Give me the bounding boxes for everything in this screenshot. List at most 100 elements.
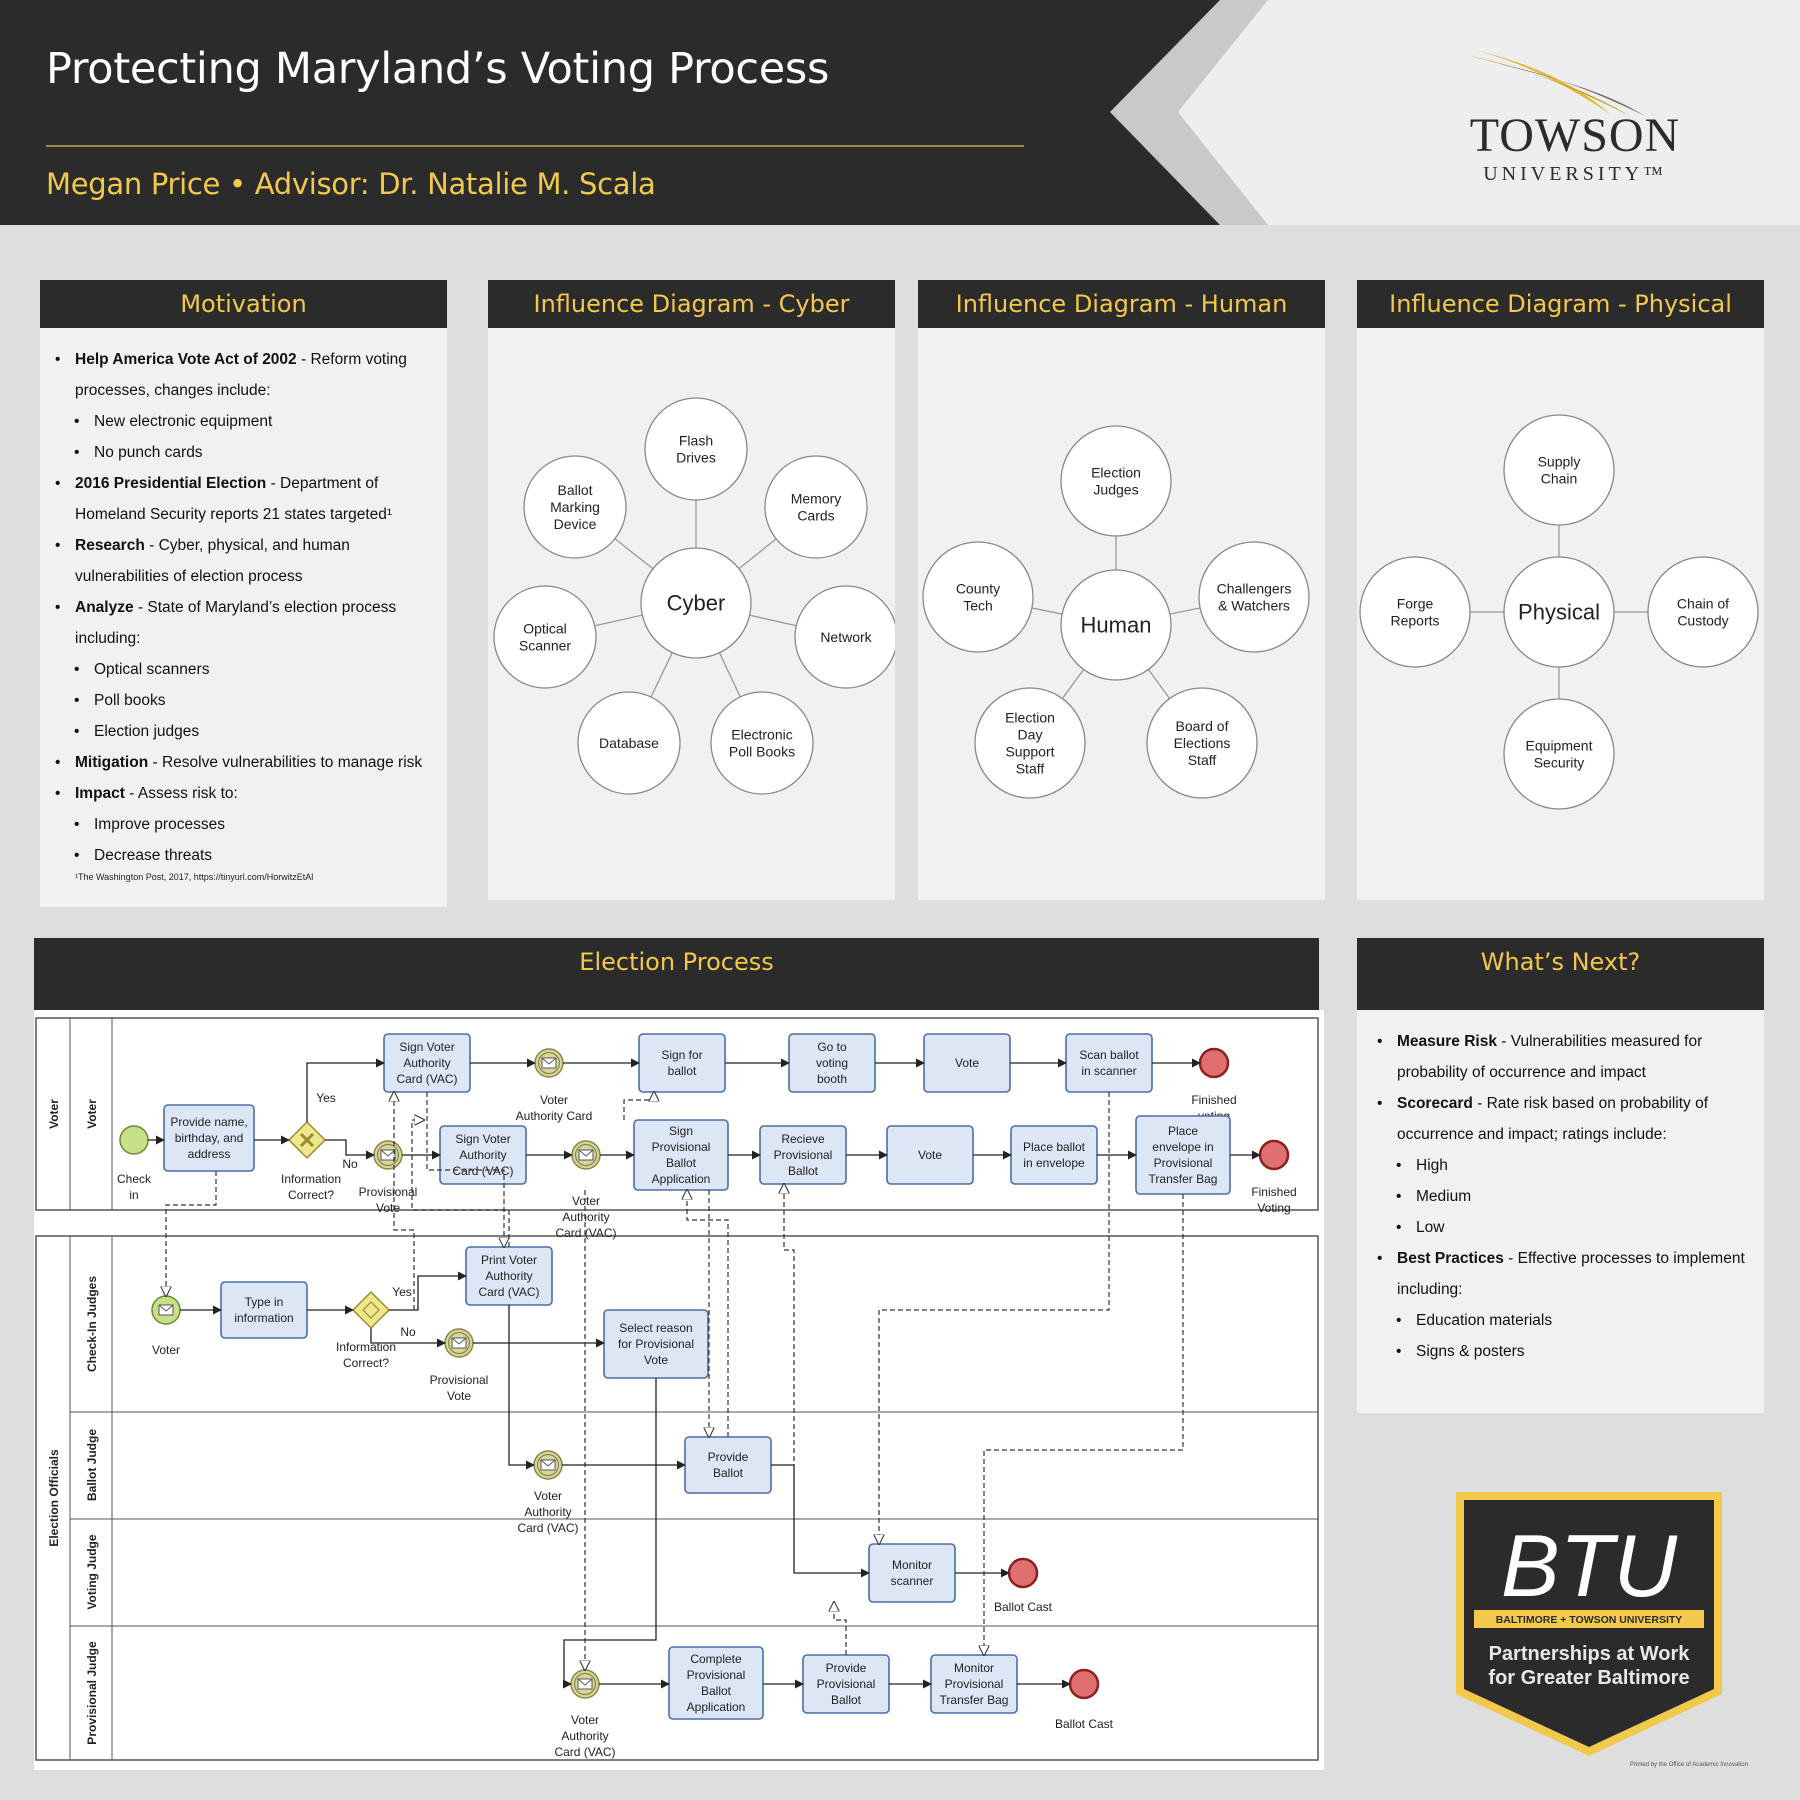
cyber-node-circle xyxy=(764,455,868,559)
physical-node-label: Equipment Security xyxy=(1526,737,1593,770)
lane-label-check-in-judges: Check-In Judges xyxy=(85,1276,99,1372)
task-label-provide_name: Provide name, birthday, and address xyxy=(170,1115,247,1161)
whats-next-list: Measure Risk - Vulnerabilities measured … xyxy=(1362,1026,1752,1367)
physical-node-label: Forge Reports xyxy=(1390,595,1439,628)
sequence-flow xyxy=(771,1464,870,1578)
task-label-provide_prov: Provide Provisional Ballot xyxy=(817,1661,876,1707)
next-item-text: High xyxy=(1416,1157,1448,1174)
cyber-node-circle xyxy=(577,691,681,795)
intermediate-inner-ring xyxy=(536,1453,560,1477)
sequence-flow xyxy=(370,1328,446,1348)
physical-node-circle xyxy=(1503,698,1615,810)
sequence-flow xyxy=(562,1378,657,1689)
envelope-icon xyxy=(451,1337,467,1349)
election-process-heading: Election Process xyxy=(34,938,1319,1010)
flow-label-yes: Yes xyxy=(316,1091,336,1105)
motivation-item: 2016 Presidential Election - Department … xyxy=(40,468,430,530)
human-node-label: Board of Elections Staff xyxy=(1174,718,1231,768)
motivation-item: Optical scanners xyxy=(40,654,430,685)
motivation-item-text: New electronic equipment xyxy=(94,413,273,430)
next-item-keyword: Best Practices xyxy=(1397,1250,1504,1267)
cyber-diagram-heading: Influence Diagram - Cyber xyxy=(488,280,895,328)
envelope-flap xyxy=(540,1459,556,1467)
next-item-text: Signs & posters xyxy=(1416,1343,1525,1360)
flow-label-voter: Voter xyxy=(152,1343,180,1357)
next-item-text: Medium xyxy=(1416,1188,1472,1205)
cyber-node-circle xyxy=(710,691,814,795)
task-label-select_reason: Select reason for Provisional Vote xyxy=(618,1321,694,1367)
sequence-flow xyxy=(508,1305,535,1470)
cyber-node-label: Optical Scanner xyxy=(519,620,571,653)
lane-label-voter: Voter xyxy=(85,1099,99,1129)
motivation-item-text: Decrease threats xyxy=(94,847,213,864)
task-label-sign_for_ballot: Sign for ballot xyxy=(661,1048,702,1078)
flow-label-info_correct: Information Correct? xyxy=(336,1340,396,1370)
lane-label-voting-judge: Voting Judge xyxy=(85,1534,99,1609)
message-flow xyxy=(426,1092,504,1247)
envelope-flap xyxy=(380,1149,396,1157)
message-flow xyxy=(394,1092,415,1310)
motivation-item-text: - Resolve vulnerabilities to manage risk xyxy=(148,754,423,771)
task-label-place_envelope: Place ballot in envelope xyxy=(1023,1140,1086,1170)
task-label-place_bag: Place envelope in Provisional Transfer Bag xyxy=(1149,1124,1218,1186)
intermediate-inner-ring xyxy=(447,1331,471,1355)
motivation-item: Help America Vote Act of 2002 - Reform v… xyxy=(40,344,430,406)
task-scan_ballot xyxy=(1065,1033,1153,1093)
cyber-node-circle xyxy=(794,585,895,689)
gateway-inner-icon xyxy=(362,1301,380,1319)
task-label-complete_prov: Complete Provisional Ballot Application xyxy=(687,1652,746,1714)
motivation-item-keyword: 2016 Presidential Election xyxy=(75,475,267,492)
motivation-item: New electronic equipment xyxy=(40,406,430,437)
start-event xyxy=(119,1125,149,1155)
motivation-item-text: - Reform voting processes, changes inclu… xyxy=(75,351,407,399)
motivation-item: Mitigation - Resolve vulnerabilities to … xyxy=(40,747,430,778)
message-flow xyxy=(984,1194,1184,1655)
cyber-node-label: Electronic Poll Books xyxy=(729,726,795,759)
next-item: Signs & posters xyxy=(1362,1336,1752,1367)
motivation-item-text: Poll books xyxy=(94,692,166,709)
motivation-item: Research - Cyber, physical, and human vu… xyxy=(40,530,430,592)
motivation-item: Decrease threats xyxy=(40,840,430,871)
cyber-node-label: Ballot Marking Device xyxy=(550,482,600,532)
lane-label-provisional-judge: Provisional Judge xyxy=(85,1641,99,1745)
human-node-label: Election Judges xyxy=(1091,464,1141,497)
message-flow xyxy=(784,1184,795,1493)
next-item: Education materials xyxy=(1362,1305,1752,1336)
motivation-item-text: - Cyber, physical, and human vulnerabili… xyxy=(75,537,350,585)
task-sign_for_ballot xyxy=(638,1033,726,1093)
human-node-label: Election Day Support Staff xyxy=(1005,709,1055,776)
motivation-item: Impact - Assess risk to: xyxy=(40,778,430,809)
task-label-go_booth: Go to voting booth xyxy=(816,1040,848,1086)
human-node-circle xyxy=(1060,425,1172,537)
task-label-monitor_bag: Monitor Provisional Transfer Bag xyxy=(940,1661,1009,1707)
flow-label-no: No xyxy=(400,1325,416,1339)
human-diagram-heading: Influence Diagram - Human xyxy=(918,280,1325,328)
task-label-print_vac: Print Voter Authority Card (VAC) xyxy=(478,1253,539,1299)
next-item-text: - Vulnerabilities measured for probabili… xyxy=(1397,1033,1703,1081)
physical-node-label: Chain of Custody xyxy=(1677,595,1729,628)
envelope-icon xyxy=(540,1459,556,1471)
human-center-label: Human xyxy=(1081,613,1152,638)
motivation-item-text: - Assess risk to: xyxy=(124,785,238,802)
next-item-text: Low xyxy=(1416,1219,1445,1236)
envelope-icon xyxy=(380,1149,396,1161)
task-monitor_scanner xyxy=(868,1543,956,1603)
pool-label-election-officials: Election Officials xyxy=(47,1449,61,1547)
btu-partnership-logo: BTU BALTIMORE + TOWSON UNIVERSITY Partne… xyxy=(1456,1492,1722,1756)
flow-label-finished_voting2: Finished Voting xyxy=(1251,1185,1296,1215)
intermediate-inner-ring xyxy=(573,1672,597,1696)
task-provide_ballot xyxy=(684,1436,772,1494)
cyber-node-circle xyxy=(493,585,597,689)
task-type_info xyxy=(220,1281,308,1339)
poster-title: Protecting Maryland’s Voting Process xyxy=(46,44,830,94)
next-item-text: Education materials xyxy=(1416,1312,1553,1329)
motivation-item-keyword: Mitigation xyxy=(75,754,149,771)
flow-label-prov_vote: Provisional Vote xyxy=(359,1185,418,1215)
motivation-item-keyword: Analyze xyxy=(75,599,134,616)
motivation-item-keyword: Research xyxy=(75,537,145,554)
next-item: Low xyxy=(1362,1212,1752,1243)
task-place_envelope xyxy=(1010,1125,1098,1185)
envelope-icon xyxy=(578,1149,594,1161)
flow-label-vac2: Voter Authority Card (VAC) xyxy=(555,1194,616,1240)
header-chevron-shape xyxy=(1110,0,1800,225)
